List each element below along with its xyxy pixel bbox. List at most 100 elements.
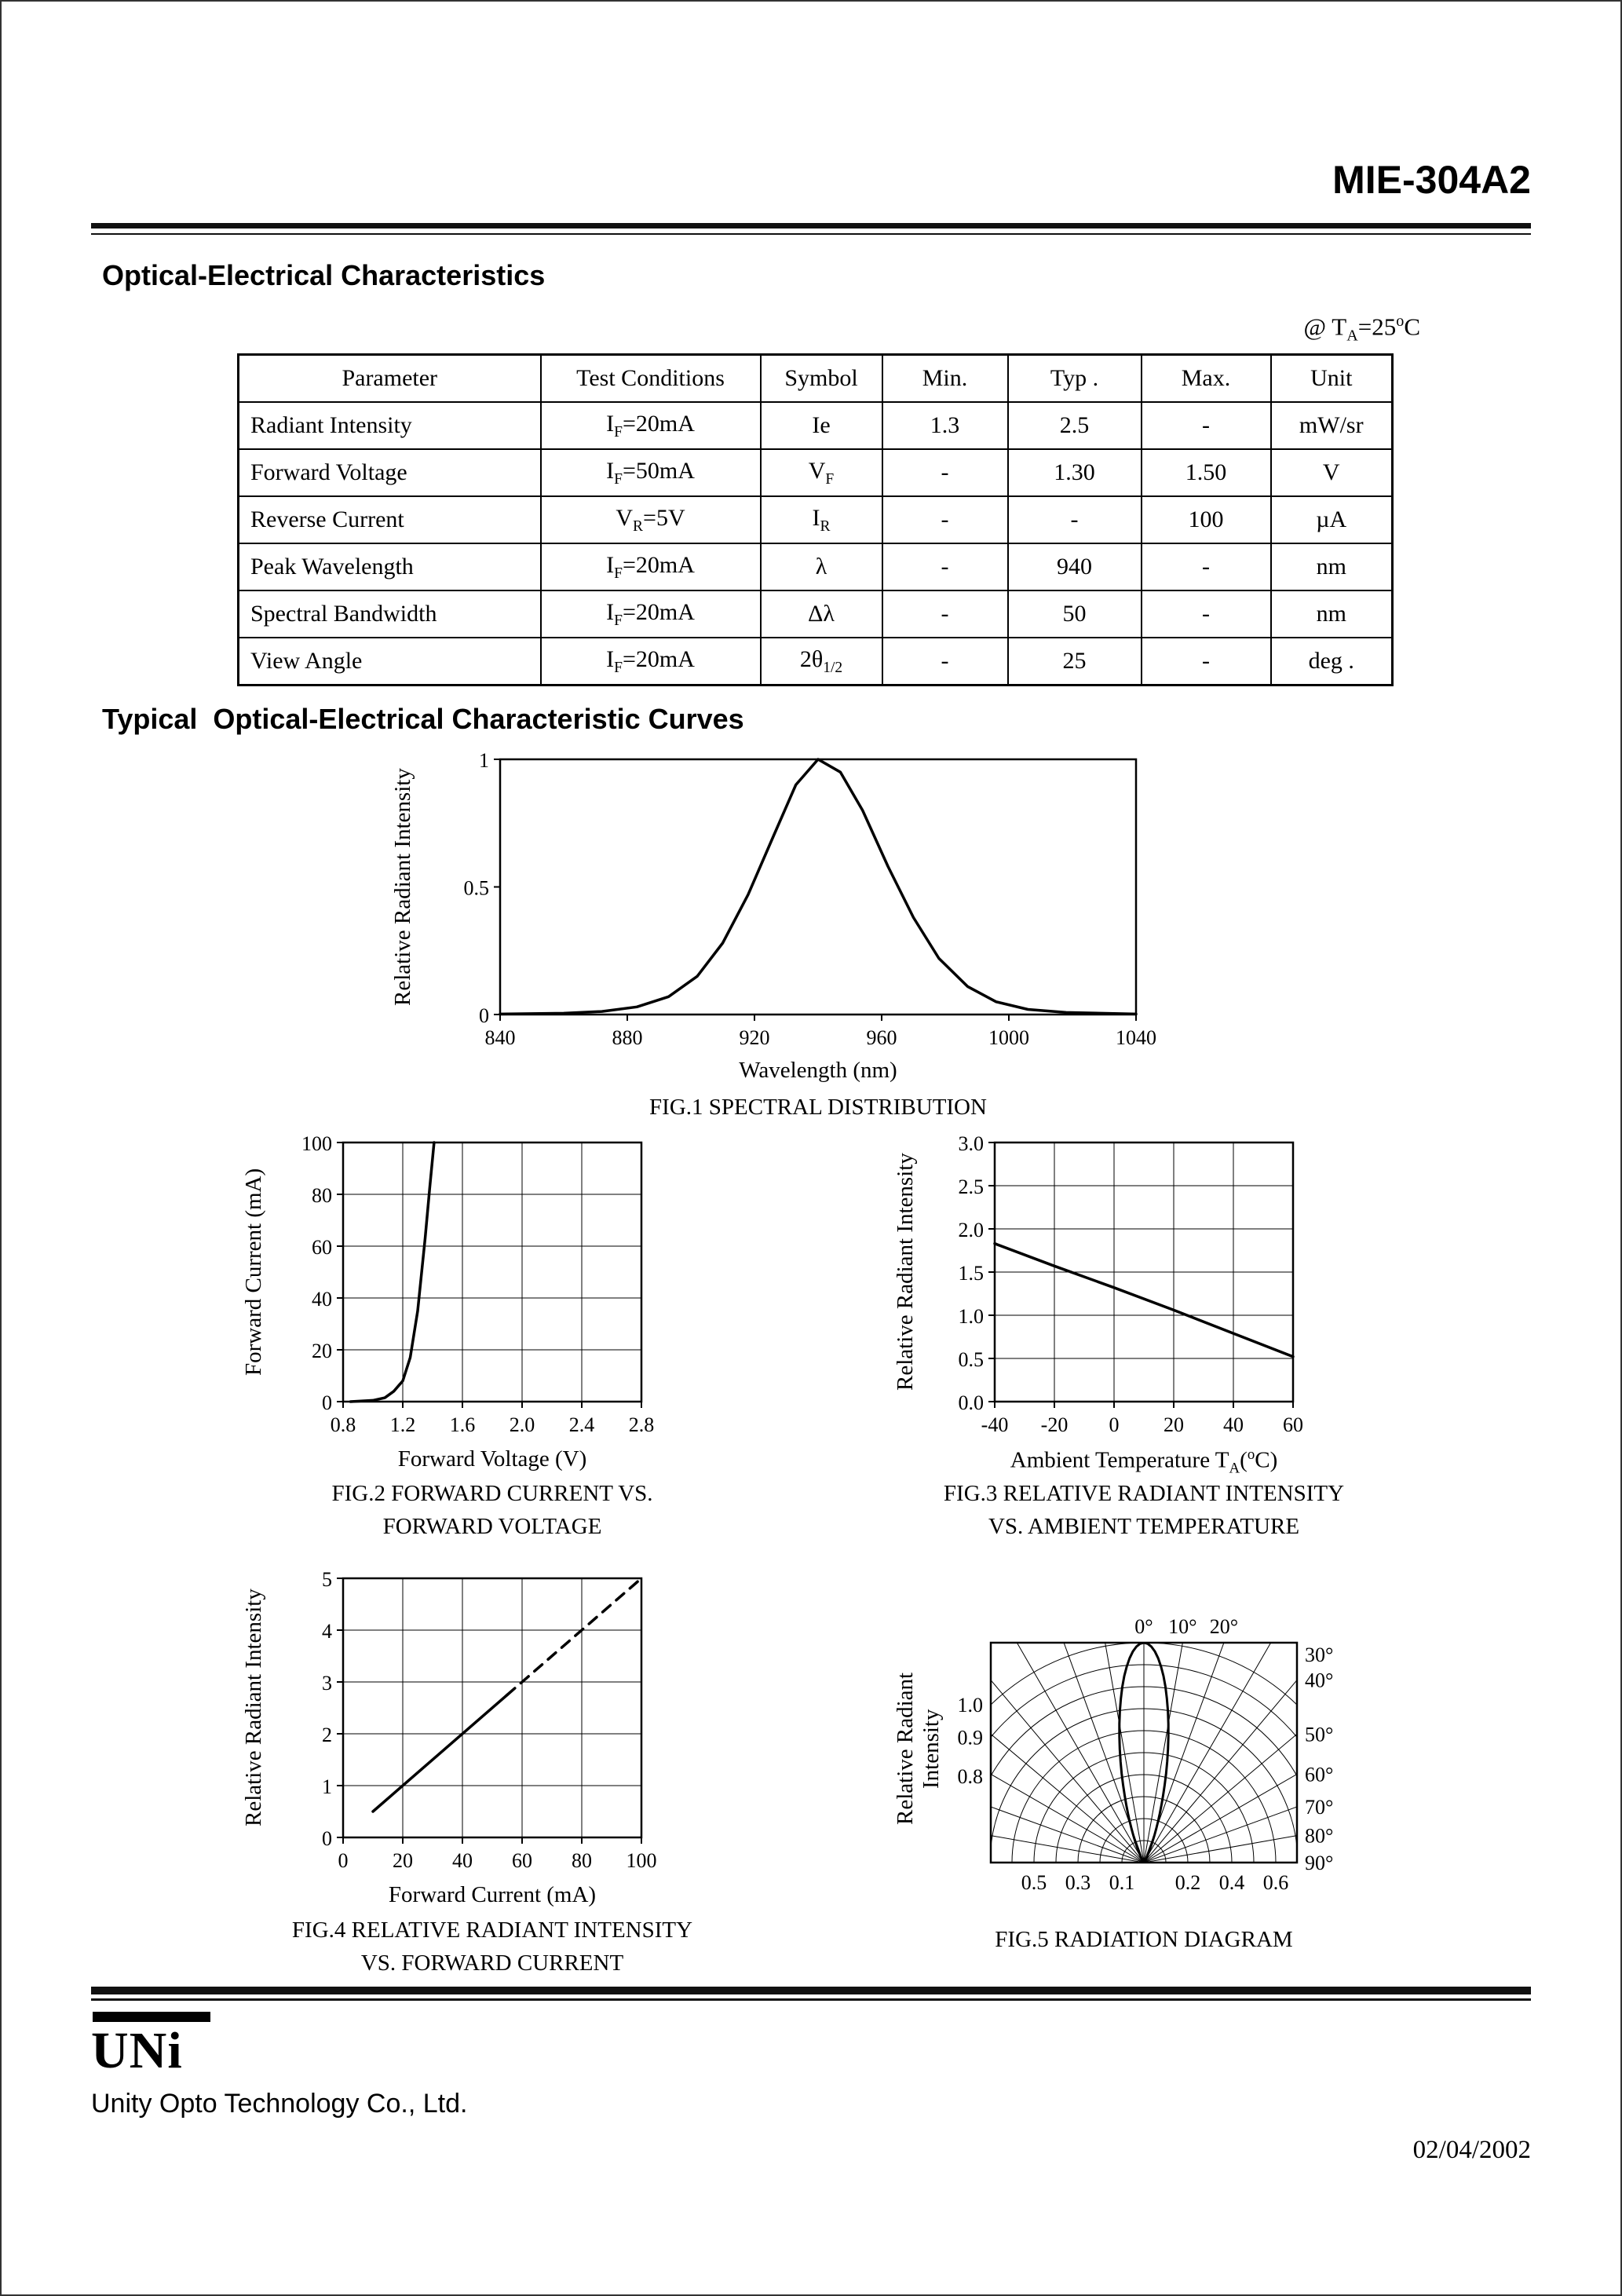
table-cell: 1.3 (881, 401, 1009, 450)
table-cell: nm (1269, 543, 1394, 591)
uni-logo-bar (93, 2012, 210, 2022)
table-cell: - (881, 495, 1009, 544)
table-header-cell: Max. (1140, 353, 1272, 403)
table-header-cell: Parameter (237, 353, 542, 403)
table-cell: - (881, 543, 1009, 591)
table-cell: 25 (1006, 637, 1142, 686)
fig1-y-axis-label: Relative Radiant Intensity (390, 768, 415, 1006)
table-cell: VF (759, 448, 883, 497)
svg-text:60°: 60° (1305, 1763, 1333, 1786)
svg-text:40: 40 (1223, 1413, 1244, 1436)
header-rule-thin (91, 233, 1531, 235)
svg-text:1040: 1040 (1116, 1026, 1156, 1049)
table-row: Forward Voltage IF=50mA VF -1.30 1.50 V (237, 448, 1394, 497)
svg-text:840: 840 (485, 1026, 516, 1049)
svg-text:80°: 80° (1305, 1825, 1333, 1848)
section-title-curves: Typical Optical-Electrical Characteristi… (102, 703, 744, 735)
table-cell: Δλ (759, 590, 883, 638)
table-cell: mW/sr (1269, 401, 1394, 450)
svg-text:60: 60 (312, 1236, 332, 1259)
fig1-spectral-distribution-chart: 840 880 920 960 1000 1040 0 0.5 1 (464, 749, 1157, 1049)
svg-text:0.4: 0.4 (1219, 1871, 1245, 1894)
svg-text:0: 0 (322, 1827, 332, 1850)
table-cell: deg . (1269, 637, 1394, 686)
table-cell: IF=20mA (539, 637, 762, 686)
svg-text:90°: 90° (1305, 1852, 1333, 1874)
svg-text:5: 5 (322, 1568, 332, 1591)
table-cell: 100 (1140, 495, 1272, 544)
table-cell: Radiant Intensity (237, 401, 542, 450)
uni-logo: UNi (91, 2022, 183, 2079)
svg-text:-40: -40 (981, 1413, 1009, 1436)
svg-text:10°: 10° (1168, 1615, 1196, 1638)
table-header-cell: Typ . (1006, 353, 1142, 403)
fig4-caption-line2: VS. FORWARD CURRENT (360, 1951, 624, 1976)
svg-text:1.6: 1.6 (450, 1413, 476, 1436)
svg-text:1.5: 1.5 (959, 1262, 985, 1285)
table-row: Spectral Bandwidth IF=20mA Δλ -50- nm (237, 590, 1394, 638)
svg-text:2.4: 2.4 (569, 1413, 595, 1436)
svg-text:70°: 70° (1305, 1796, 1333, 1819)
table-cell: Peak Wavelength (237, 543, 542, 591)
table-cell: Forward Voltage (237, 448, 542, 497)
fig4-y-axis-label: Relative Radiant Intensity (241, 1589, 266, 1827)
table-header-cell: Min. (881, 353, 1009, 403)
fig3-intensity-vs-temperature-chart: -40 -20 0 20 40 60 0.0 0.5 1.0 1.5 2.0 2.5 3.0 (959, 1132, 1304, 1436)
svg-text:3.0: 3.0 (959, 1132, 985, 1155)
svg-text:80: 80 (572, 1849, 592, 1872)
fig5-caption: FIG.5 RADIATION DIAGRAM (995, 1927, 1293, 1952)
fig2-y-axis-label: Forward Current (mA) (241, 1168, 266, 1377)
svg-text:40°: 40° (1305, 1669, 1333, 1692)
table-cell: VR=5V (539, 495, 762, 544)
table-row: View Angle IF=20mA 2θ1/2-25- deg . (237, 637, 1394, 686)
table-cell: - (1140, 637, 1272, 686)
svg-text:0.5: 0.5 (959, 1348, 985, 1371)
table-cell: 50 (1006, 590, 1142, 638)
table-cell: View Angle (237, 637, 542, 686)
table-cell: 2θ1/2 (759, 637, 883, 686)
svg-text:0: 0 (338, 1849, 349, 1872)
svg-text:1: 1 (479, 749, 489, 772)
table-header-row: Parameter Test Conditions Symbol Min. Typ .M… (237, 353, 1394, 403)
svg-text:20°: 20° (1210, 1615, 1238, 1638)
svg-text:0.5: 0.5 (1021, 1871, 1047, 1894)
svg-text:100: 100 (627, 1849, 657, 1872)
table-cell: - (881, 637, 1009, 686)
header-rule-thick (91, 223, 1531, 229)
svg-text:50°: 50° (1305, 1723, 1333, 1746)
svg-text:40: 40 (452, 1849, 473, 1872)
svg-text:100: 100 (301, 1132, 332, 1155)
svg-text:0.1: 0.1 (1109, 1871, 1135, 1894)
svg-text:20: 20 (393, 1849, 413, 1872)
fig4-intensity-vs-current-chart: 0 20 40 60 80 100 0 1 2 3 4 5 (322, 1568, 657, 1872)
table-cell: V (1269, 448, 1394, 497)
svg-text:920: 920 (740, 1026, 770, 1049)
fig3-caption-line2: VS. AMBIENT TEMPERATURE (988, 1514, 1300, 1539)
svg-text:0: 0 (1109, 1413, 1120, 1436)
svg-text:2.5: 2.5 (959, 1175, 985, 1198)
svg-text:2: 2 (322, 1724, 332, 1746)
table-row: Reverse Current VR=5V IR - -100 µA (237, 495, 1394, 544)
svg-text:0: 0 (479, 1004, 489, 1027)
table-cell: nm (1269, 590, 1394, 638)
table-cell: λ (759, 543, 883, 591)
svg-text:1.0: 1.0 (959, 1305, 985, 1328)
svg-text:-20: -20 (1041, 1413, 1069, 1436)
svg-text:0°: 0° (1134, 1615, 1153, 1638)
svg-text:0.5: 0.5 (464, 877, 490, 900)
svg-text:4: 4 (322, 1620, 332, 1643)
svg-text:0.8: 0.8 (958, 1765, 984, 1788)
fig2-caption-line1: FIG.2 FORWARD CURRENT VS. (331, 1481, 653, 1506)
table-cell: IF=50mA (539, 448, 762, 497)
svg-text:40: 40 (312, 1288, 332, 1311)
table-cell: 2.5 (1006, 401, 1142, 450)
footer-rule-thick (91, 1987, 1531, 1994)
part-number: MIE-304A2 (1332, 158, 1531, 202)
svg-text:60: 60 (1283, 1413, 1303, 1436)
footer-rule-thin (91, 1998, 1531, 2001)
table-cell: Ie (759, 401, 883, 450)
table-cell: - (881, 590, 1009, 638)
svg-text:880: 880 (612, 1026, 643, 1049)
characteristics-table: Parameter Test Conditions Symbol Min. Typ .M… (237, 353, 1394, 686)
